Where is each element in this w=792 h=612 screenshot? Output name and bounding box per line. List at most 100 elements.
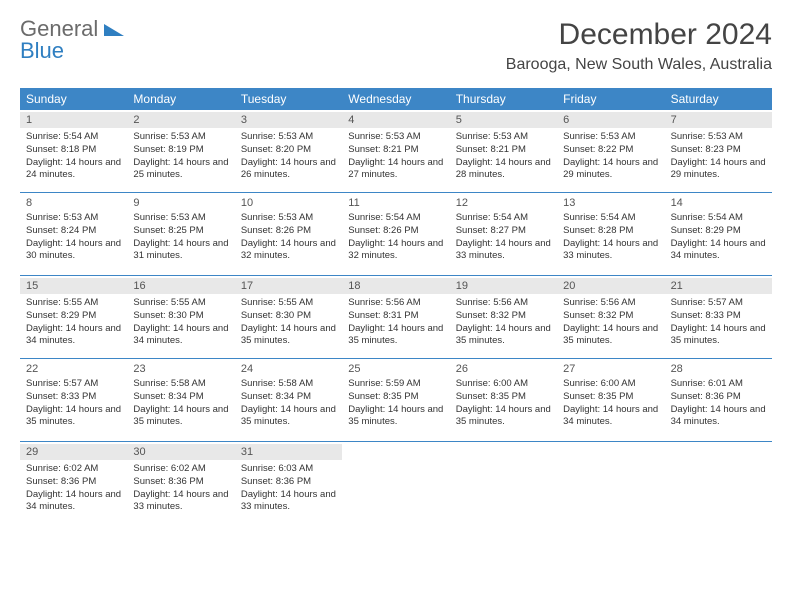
day-info: Sunrise: 5:53 AMSunset: 8:20 PMDaylight:… xyxy=(241,131,336,182)
day-number: 17 xyxy=(235,278,342,294)
week-row: 15 Sunrise: 5:55 AMSunset: 8:29 PMDayligh… xyxy=(20,275,772,358)
logo-text: General Blue xyxy=(20,18,124,62)
day-cell: 3Sunrise: 5:53 AMSunset: 8:20 PMDaylight… xyxy=(235,110,342,192)
day-number: 22 xyxy=(26,361,121,378)
week-row: 22Sunrise: 5:57 AMSunset: 8:33 PMDayligh… xyxy=(20,358,772,441)
dow-tuesday: Tuesday xyxy=(235,88,342,110)
day-info: Sunrise: 6:02 AMSunset: 8:36 PMDaylight:… xyxy=(133,463,228,514)
calendar: SundayMondayTuesdayWednesdayThursdayFrid… xyxy=(20,88,772,524)
day-cell: 8Sunrise: 5:53 AMSunset: 8:24 PMDaylight… xyxy=(20,193,127,275)
day-number: 19 xyxy=(450,278,557,294)
day-info: Sunrise: 5:57 AMSunset: 8:33 PMDaylight:… xyxy=(26,378,121,429)
day-info: Sunrise: 5:54 AMSunset: 8:27 PMDaylight:… xyxy=(456,212,551,263)
day-number: 27 xyxy=(563,361,658,378)
dow-monday: Monday xyxy=(127,88,234,110)
day-number: 20 xyxy=(557,278,664,294)
day-number: 15 xyxy=(20,278,127,294)
dow-wednesday: Wednesday xyxy=(342,88,449,110)
day-cell: 5 Sunrise: 5:53 AMSunset: 8:21 PMDaylight… xyxy=(450,110,557,192)
day-info: Sunrise: 5:54 AMSunset: 8:18 PMDaylight:… xyxy=(26,131,121,182)
day-cell: 1Sunrise: 5:54 AMSunset: 8:18 PMDaylight… xyxy=(20,110,127,192)
day-cell: 18 Sunrise: 5:56 AMSunset: 8:31 PMDayligh… xyxy=(342,276,449,358)
day-cell: 29 Sunrise: 6:02 AMSunset: 8:36 PMDayligh… xyxy=(20,442,127,524)
day-number: 5 xyxy=(450,112,557,128)
day-info: Sunrise: 5:53 AMSunset: 8:23 PMDaylight:… xyxy=(671,131,766,182)
day-info: Sunrise: 5:53 AMSunset: 8:26 PMDaylight:… xyxy=(241,212,336,263)
day-number: 29 xyxy=(20,444,127,460)
day-info: Sunrise: 5:53 AMSunset: 8:19 PMDaylight:… xyxy=(133,131,228,182)
day-cell: 7Sunrise: 5:53 AMSunset: 8:23 PMDaylight… xyxy=(665,110,772,192)
day-cell: 9Sunrise: 5:53 AMSunset: 8:25 PMDaylight… xyxy=(127,193,234,275)
empty-cell xyxy=(342,442,449,524)
day-cell: 31 Sunrise: 6:03 AMSunset: 8:36 PMDayligh… xyxy=(235,442,342,524)
logo-triangle-icon xyxy=(104,18,124,40)
day-info: Sunrise: 6:03 AMSunset: 8:36 PMDaylight:… xyxy=(241,463,336,514)
day-number: 4 xyxy=(342,112,449,128)
day-info: Sunrise: 6:00 AMSunset: 8:35 PMDaylight:… xyxy=(456,378,551,429)
day-cell: 11Sunrise: 5:54 AMSunset: 8:26 PMDayligh… xyxy=(342,193,449,275)
day-info: Sunrise: 5:58 AMSunset: 8:34 PMDaylight:… xyxy=(133,378,228,429)
day-number: 14 xyxy=(671,195,766,212)
day-info: Sunrise: 6:00 AMSunset: 8:35 PMDaylight:… xyxy=(563,378,658,429)
day-info: Sunrise: 5:53 AMSunset: 8:22 PMDaylight:… xyxy=(563,131,658,182)
day-cell: 22Sunrise: 5:57 AMSunset: 8:33 PMDayligh… xyxy=(20,359,127,441)
day-cell: 26Sunrise: 6:00 AMSunset: 8:35 PMDayligh… xyxy=(450,359,557,441)
week-row: 1Sunrise: 5:54 AMSunset: 8:18 PMDaylight… xyxy=(20,110,772,192)
day-cell: 12Sunrise: 5:54 AMSunset: 8:27 PMDayligh… xyxy=(450,193,557,275)
day-info: Sunrise: 5:53 AMSunset: 8:21 PMDaylight:… xyxy=(456,131,551,182)
day-cell: 19 Sunrise: 5:56 AMSunset: 8:32 PMDayligh… xyxy=(450,276,557,358)
day-cell: 2 Sunrise: 5:53 AMSunset: 8:19 PMDaylight… xyxy=(127,110,234,192)
day-number: 13 xyxy=(563,195,658,212)
day-info: Sunrise: 5:57 AMSunset: 8:33 PMDaylight:… xyxy=(671,297,766,348)
day-cell: 15 Sunrise: 5:55 AMSunset: 8:29 PMDayligh… xyxy=(20,276,127,358)
day-number: 16 xyxy=(127,278,234,294)
day-number: 30 xyxy=(127,444,234,460)
day-number: 2 xyxy=(127,112,234,128)
day-info: Sunrise: 5:54 AMSunset: 8:28 PMDaylight:… xyxy=(563,212,658,263)
day-cell: 25Sunrise: 5:59 AMSunset: 8:35 PMDayligh… xyxy=(342,359,449,441)
day-number: 25 xyxy=(348,361,443,378)
day-info: Sunrise: 5:55 AMSunset: 8:29 PMDaylight:… xyxy=(26,297,121,348)
logo-line2: Blue xyxy=(20,38,64,63)
day-info: Sunrise: 5:54 AMSunset: 8:29 PMDaylight:… xyxy=(671,212,766,263)
empty-cell xyxy=(557,442,664,524)
location: Barooga, New South Wales, Australia xyxy=(506,56,772,74)
day-number: 28 xyxy=(671,361,766,378)
week-row: 8Sunrise: 5:53 AMSunset: 8:24 PMDaylight… xyxy=(20,192,772,275)
day-cell: 23Sunrise: 5:58 AMSunset: 8:34 PMDayligh… xyxy=(127,359,234,441)
day-cell: 6 Sunrise: 5:53 AMSunset: 8:22 PMDaylight… xyxy=(557,110,664,192)
day-cell: 10Sunrise: 5:53 AMSunset: 8:26 PMDayligh… xyxy=(235,193,342,275)
page-title: December 2024 xyxy=(506,18,772,52)
day-number: 31 xyxy=(235,444,342,460)
week-row: 29 Sunrise: 6:02 AMSunset: 8:36 PMDayligh… xyxy=(20,441,772,524)
logo: General Blue xyxy=(20,18,124,62)
day-info: Sunrise: 6:02 AMSunset: 8:36 PMDaylight:… xyxy=(26,463,121,514)
day-info: Sunrise: 6:01 AMSunset: 8:36 PMDaylight:… xyxy=(671,378,766,429)
day-info: Sunrise: 5:56 AMSunset: 8:32 PMDaylight:… xyxy=(563,297,658,348)
day-cell: 17Sunrise: 5:55 AMSunset: 8:30 PMDayligh… xyxy=(235,276,342,358)
day-info: Sunrise: 5:53 AMSunset: 8:21 PMDaylight:… xyxy=(348,131,443,182)
dow-sunday: Sunday xyxy=(20,88,127,110)
day-cell: 4 Sunrise: 5:53 AMSunset: 8:21 PMDaylight… xyxy=(342,110,449,192)
day-info: Sunrise: 5:56 AMSunset: 8:31 PMDaylight:… xyxy=(348,297,443,348)
day-number: 18 xyxy=(342,278,449,294)
day-number: 6 xyxy=(557,112,664,128)
day-info: Sunrise: 5:58 AMSunset: 8:34 PMDaylight:… xyxy=(241,378,336,429)
day-number: 9 xyxy=(133,195,228,212)
day-info: Sunrise: 5:55 AMSunset: 8:30 PMDaylight:… xyxy=(133,297,228,348)
day-number: 26 xyxy=(456,361,551,378)
day-info: Sunrise: 5:53 AMSunset: 8:24 PMDaylight:… xyxy=(26,212,121,263)
day-cell: 16 Sunrise: 5:55 AMSunset: 8:30 PMDayligh… xyxy=(127,276,234,358)
day-info: Sunrise: 5:56 AMSunset: 8:32 PMDaylight:… xyxy=(456,297,551,348)
day-number: 12 xyxy=(456,195,551,212)
day-info: Sunrise: 5:54 AMSunset: 8:26 PMDaylight:… xyxy=(348,212,443,263)
day-number: 24 xyxy=(241,361,336,378)
header: General Blue December 2024 Barooga, New … xyxy=(20,18,772,74)
day-number: 8 xyxy=(26,195,121,212)
day-cell: 14Sunrise: 5:54 AMSunset: 8:29 PMDayligh… xyxy=(665,193,772,275)
day-cell: 30 Sunrise: 6:02 AMSunset: 8:36 PMDayligh… xyxy=(127,442,234,524)
day-cell: 24Sunrise: 5:58 AMSunset: 8:34 PMDayligh… xyxy=(235,359,342,441)
day-cell: 21Sunrise: 5:57 AMSunset: 8:33 PMDayligh… xyxy=(665,276,772,358)
day-cell: 28Sunrise: 6:01 AMSunset: 8:36 PMDayligh… xyxy=(665,359,772,441)
day-info: Sunrise: 5:59 AMSunset: 8:35 PMDaylight:… xyxy=(348,378,443,429)
